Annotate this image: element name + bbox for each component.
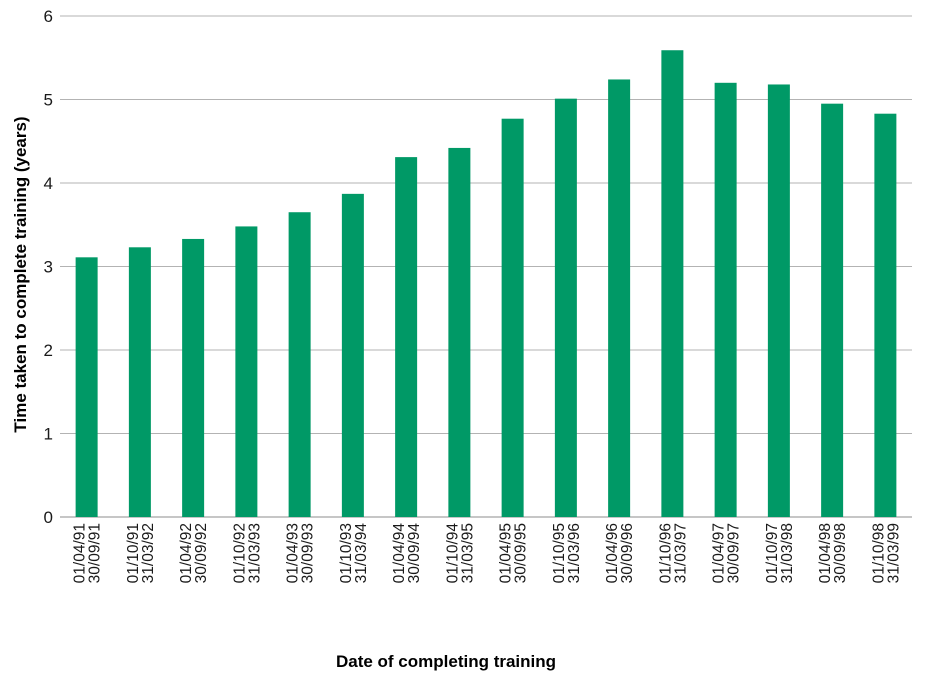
bar: [714, 82, 737, 518]
x-tick-label-line: 30/09/96: [619, 523, 636, 583]
y-tick-label: 2: [44, 341, 53, 360]
y-tick-label: 0: [44, 508, 53, 527]
bar: [235, 226, 258, 518]
x-tick-label-line: 01/04/94: [391, 523, 408, 584]
bar: [75, 257, 98, 517]
x-tick-label-line: 01/10/92: [231, 523, 248, 583]
x-tick-label-line: 31/03/92: [140, 523, 157, 583]
x-tick-label-line: 30/09/95: [513, 523, 530, 583]
x-tick-label-line: 01/04/92: [178, 523, 195, 583]
y-tick-label: 1: [44, 425, 53, 444]
bar: [661, 50, 684, 518]
bar: [501, 118, 524, 517]
x-tick-label-line: 01/04/98: [817, 523, 834, 583]
bars: [75, 50, 897, 518]
x-tick-label-line: 01/10/95: [551, 523, 568, 583]
y-tick-labels: 0 1 2 3 4 5 6: [44, 7, 53, 527]
x-tick-label-line: 01/10/97: [764, 523, 781, 583]
x-tick-label-line: 30/09/91: [87, 523, 104, 583]
bar: [448, 147, 471, 517]
x-tick-label-line: 31/03/97: [672, 523, 689, 583]
x-axis-label: Date of completing training: [336, 652, 556, 671]
x-tick-label-line: 31/03/98: [779, 523, 796, 583]
bar: [821, 103, 844, 518]
x-tick-label-line: 31/03/95: [459, 523, 476, 583]
x-tick-label-line: 31/03/99: [885, 523, 902, 583]
x-tick-label-line: 01/10/94: [444, 523, 461, 584]
y-axis-label: Time taken to complete training (years): [11, 116, 30, 432]
x-tick-label-line: 01/10/98: [870, 523, 887, 583]
x-tick-label-line: 31/03/93: [246, 523, 263, 583]
bar: [341, 193, 364, 518]
x-tick-label-line: 01/10/91: [125, 523, 142, 583]
bar: [395, 157, 418, 518]
x-tick-label-line: 01/04/93: [285, 523, 302, 583]
x-tick-label-line: 30/09/92: [193, 523, 210, 583]
y-tick-label: 3: [44, 258, 53, 277]
y-tick-label: 4: [44, 174, 53, 193]
x-tick-label-line: 01/10/96: [657, 523, 674, 583]
x-tick-label-line: 30/09/97: [726, 523, 743, 583]
y-tick-label: 6: [44, 7, 53, 26]
bar: [182, 238, 205, 517]
x-tick-label-line: 01/04/95: [498, 523, 515, 583]
x-tick-label-line: 30/09/94: [406, 523, 423, 584]
x-tick-label-line: 01/04/91: [72, 523, 89, 583]
bar: [288, 212, 311, 517]
bar: [128, 247, 151, 518]
bar: [874, 113, 897, 517]
x-tick-label-line: 31/03/96: [566, 523, 583, 583]
x-tick-label-line: 01/04/96: [604, 523, 621, 583]
x-tick-label-line: 01/10/93: [338, 523, 355, 583]
bar: [608, 79, 631, 518]
x-tick-label-line: 30/09/93: [300, 523, 317, 583]
x-tick-label-line: 01/04/97: [711, 523, 728, 583]
bar: [767, 84, 790, 517]
y-tick-label: 5: [44, 91, 53, 110]
x-tick-label-line: 31/03/94: [353, 523, 370, 584]
x-tick-label-line: 30/09/98: [832, 523, 849, 583]
bar: [554, 98, 577, 517]
